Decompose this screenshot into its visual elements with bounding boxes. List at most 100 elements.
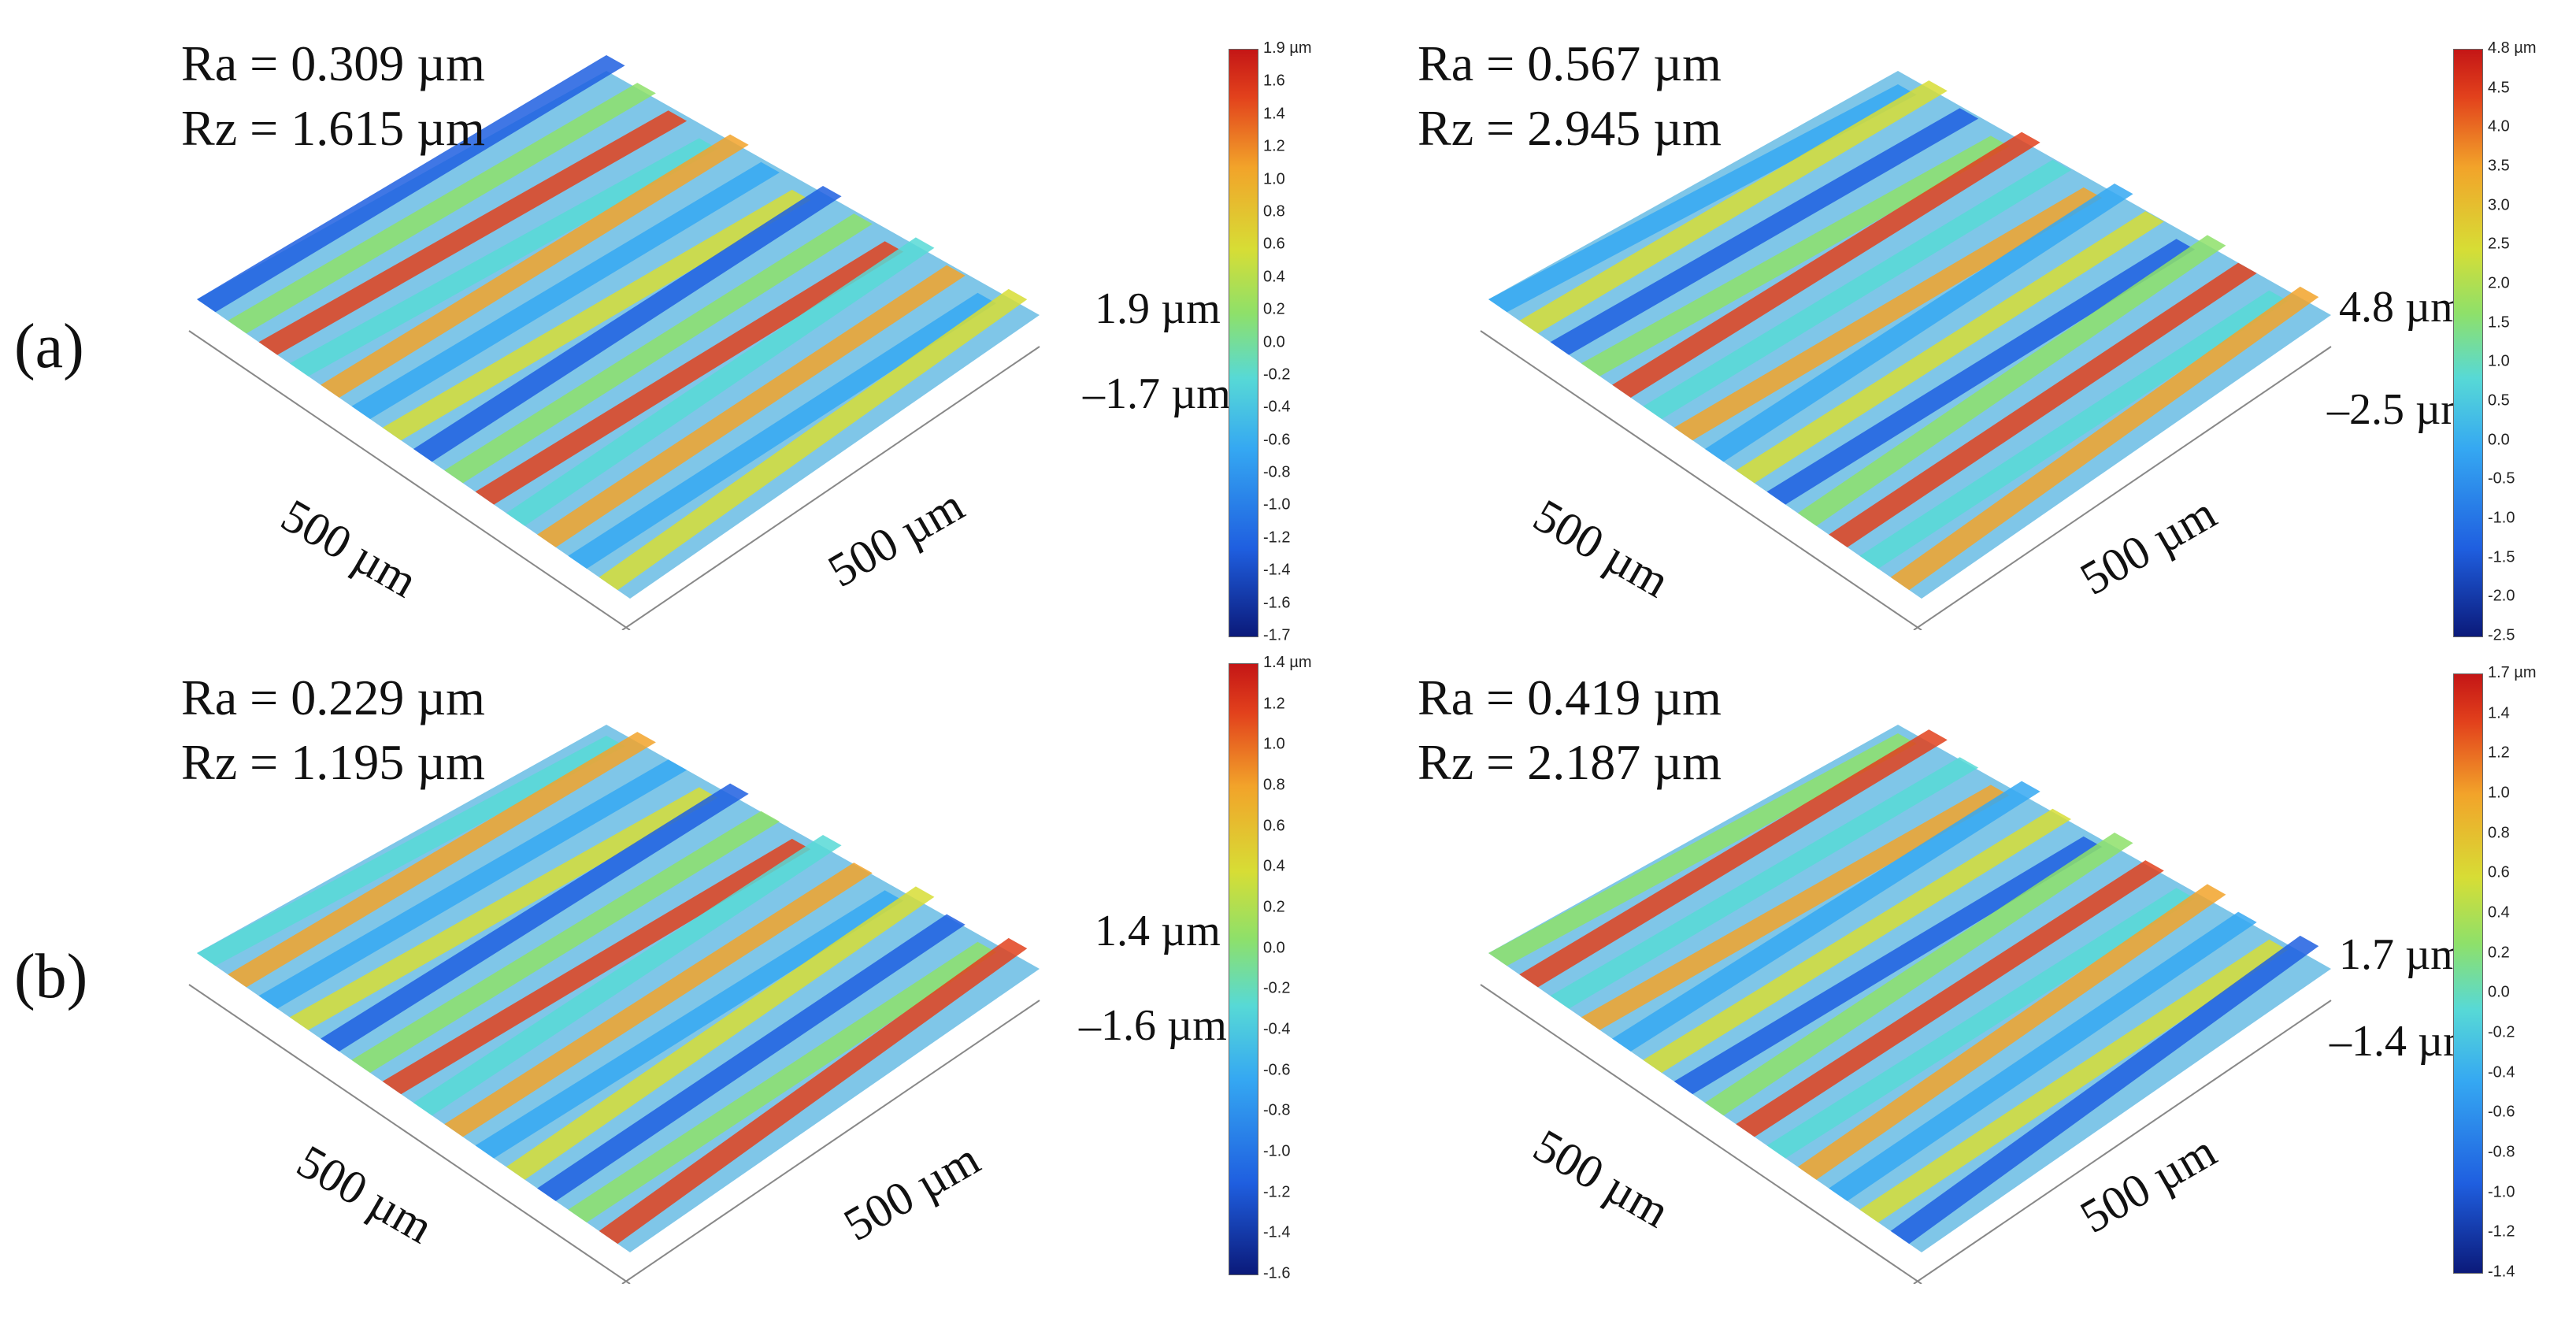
surface-ridge <box>382 838 811 1095</box>
colorbar-tick-label: -1.2 <box>2488 1222 2515 1241</box>
colorbar-tick-label: 0.0 <box>2488 431 2510 449</box>
surface-ridge <box>1859 290 2288 569</box>
surface-ridge <box>475 241 904 505</box>
surface-ridge <box>1673 836 2103 1095</box>
colorbar-tick-label: -0.6 <box>1263 431 1291 449</box>
z-min-label: –1.6 µm <box>1079 1001 1227 1050</box>
z-max-label: 1.4 µm <box>1095 907 1221 955</box>
colorbar-tick-label: -0.4 <box>1263 1020 1291 1038</box>
surface-ridge <box>197 55 625 313</box>
colorbar-tick-label: -0.8 <box>2488 1143 2515 1161</box>
surface-plot <box>188 725 1040 1284</box>
surface-ridge <box>197 736 625 966</box>
colorbar-tick-label: -1.7 <box>1263 626 1291 644</box>
colorbar-ramp <box>2453 673 2483 1274</box>
colorbar-tick-label: -0.8 <box>1263 1101 1291 1119</box>
rz-value: Rz = 1.615 µm <box>181 100 485 156</box>
surface-ridge <box>1519 80 1948 334</box>
colorbar: 4.8 µm 4.5 4.0 3.5 3.0 2.5 2.0 1.5 1.0 0.5 0.0 -0.5… <box>2453 39 2537 644</box>
surface-ridge <box>1797 235 2226 526</box>
row-label-a: (a) <box>14 312 84 381</box>
axis-line <box>188 984 631 1284</box>
colorbar-max-label: 1.7 µm <box>2488 664 2537 681</box>
colorbar-tick-label: -0.4 <box>1263 398 1291 416</box>
colorbar-tick-label: -1.0 <box>2488 1183 2515 1201</box>
surface-plot <box>1480 71 2332 630</box>
colorbar-tick-label: -1.0 <box>1263 495 1291 514</box>
surface-ridge <box>351 811 780 1073</box>
axis-line <box>1913 346 2332 630</box>
roughness-stats: Ra = 0.567 µm Rz = 2.945 µm <box>1418 32 1722 161</box>
colorbar-tick-label: 1.0 <box>2488 352 2510 370</box>
colorbar-tick-label: -2.0 <box>2488 587 2515 605</box>
colorbar-max-label: 1.9 µm <box>1263 39 1312 57</box>
colorbar-tick-label: -0.2 <box>2488 1023 2515 1041</box>
surface-ridge <box>321 783 749 1052</box>
surface-ridge <box>506 886 935 1180</box>
ra-value: Ra = 0.419 µm <box>1418 670 1722 725</box>
surface-ridge <box>321 134 749 398</box>
surface-ridge <box>1890 935 2319 1245</box>
colorbar-tick-label: 0.8 <box>1263 202 1285 221</box>
colorbar-tick-label: -0.4 <box>2488 1063 2515 1081</box>
surface-panel-a-left: Ra = 0.309 µm Rz = 1.615 µm 1.9 µm –1.7 … <box>0 0 1312 644</box>
colorbar-tick-label: -1.0 <box>2488 509 2515 527</box>
surface-ridge <box>599 937 1028 1245</box>
surface-ridge <box>599 288 1028 591</box>
surface-ridge <box>1643 159 2071 419</box>
colorbar-tick-label: -1.0 <box>1263 1142 1291 1160</box>
colorbar-ramp <box>1229 49 1258 637</box>
surface-ridge <box>1829 262 2257 547</box>
surface-panel-b-right: Ra = 0.419 µm Rz = 2.187 µm 1.7 µm –1.4 … <box>1292 654 2552 1284</box>
surface-ridge <box>1890 286 2319 591</box>
colorbar-tick-label: -1.4 <box>1263 1223 1291 1241</box>
z-min-label: –2.5 µm <box>2327 385 2475 434</box>
surface-ridge <box>506 237 935 526</box>
colorbar-max-label: 1.4 µm <box>1263 654 1312 671</box>
ra-value: Ra = 0.229 µm <box>181 670 485 725</box>
roughness-stats: Ra = 0.309 µm Rz = 1.615 µm <box>181 32 485 161</box>
colorbar-tick-label: -1.5 <box>2488 548 2515 566</box>
colorbar-tick-label: -1.4 <box>2488 1263 2515 1281</box>
colorbar-tick-label: 0.2 <box>1263 898 1285 916</box>
surface-ridge <box>1859 939 2288 1222</box>
colorbar-tick-label: -0.6 <box>2488 1103 2515 1121</box>
colorbar-tick-label: 0.6 <box>1263 235 1285 253</box>
surface-ridge <box>568 292 996 569</box>
rz-value: Rz = 1.195 µm <box>181 734 485 790</box>
colorbar-ramp <box>1229 663 1258 1275</box>
colorbar-tick-label: 4.0 <box>2488 117 2510 135</box>
axis-line <box>621 1000 1040 1284</box>
surface-ridge <box>1705 833 2133 1116</box>
surface-ridge <box>228 732 656 988</box>
colorbar-tick-label: 1.4 <box>2488 704 2510 722</box>
surface-ridge <box>1550 757 1979 1009</box>
colorbar-tick-label: 0.6 <box>1263 817 1285 835</box>
colorbar-tick-label: 1.0 <box>1263 735 1285 753</box>
surface-ridge <box>1612 781 2040 1052</box>
z-max-label: 4.8 µm <box>2339 283 2465 332</box>
colorbar-tick-label: 0.2 <box>2488 944 2510 962</box>
surface-ridge <box>1766 239 2196 505</box>
colorbar-tick-label: -2.5 <box>2488 626 2515 644</box>
axis-line <box>1480 984 1922 1284</box>
surface-ridge <box>1797 884 2226 1180</box>
surface-ridge <box>1612 132 2040 398</box>
colorbar-tick-label: 0.2 <box>1263 300 1285 318</box>
colorbar-tick-label: 1.2 <box>1263 695 1285 713</box>
surface-ridge <box>413 186 842 462</box>
surface-panel-a-right: Ra = 0.567 µm Rz = 2.945 µm 4.8 µm –2.5 … <box>1292 0 2552 644</box>
colorbar-tick-label: -0.5 <box>2488 469 2515 488</box>
surface-ridge <box>475 890 904 1159</box>
colorbar-tick-label: 0.4 <box>1263 857 1285 875</box>
colorbar-tick-label: 3.0 <box>2488 196 2510 214</box>
surface-ridge <box>413 835 842 1116</box>
surface-ridge <box>537 914 966 1201</box>
surface-ridge <box>1581 785 2010 1030</box>
colorbar-tick-label: 1.6 <box>1263 72 1285 90</box>
surface-ridge <box>1581 135 2010 377</box>
axis-line <box>1480 330 1922 630</box>
colorbar-tick-label: -1.6 <box>1263 1264 1291 1282</box>
surface-ridge <box>1550 108 1979 355</box>
surface-plot <box>1480 725 2332 1284</box>
